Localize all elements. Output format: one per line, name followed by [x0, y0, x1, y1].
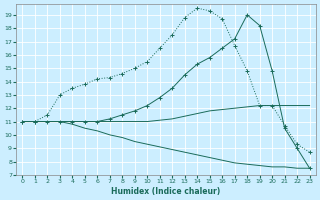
X-axis label: Humidex (Indice chaleur): Humidex (Indice chaleur)	[111, 187, 221, 196]
